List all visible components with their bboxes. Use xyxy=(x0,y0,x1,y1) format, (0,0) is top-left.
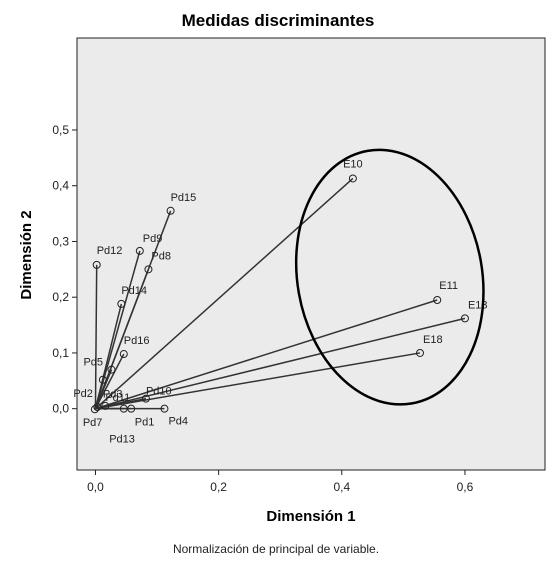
point-marker-pd3 xyxy=(98,375,107,384)
point-label-pd3: Pd3 xyxy=(103,389,123,401)
point-marker-pd15 xyxy=(166,206,175,215)
point-label-pd12: Pd12 xyxy=(97,245,123,257)
vector-line-e13 xyxy=(95,317,466,410)
x-axis-label: Dimensión 1 xyxy=(266,508,355,525)
highlight-ellipse xyxy=(294,148,485,406)
vector-line-pd16 xyxy=(94,353,125,410)
point-label-pd10: Pd10 xyxy=(146,386,172,398)
point-marker-pd4 xyxy=(160,404,169,413)
point-label-pd9: Pd9 xyxy=(143,233,163,245)
x-tick-label: 0,6 xyxy=(457,480,474,494)
x-tick-label: 0,0 xyxy=(87,480,104,494)
point-label-pd16: Pd16 xyxy=(124,335,150,347)
point-label-pd15: Pd15 xyxy=(171,192,197,204)
point-marker-pd9 xyxy=(135,246,144,255)
y-tick-label: 0,0 xyxy=(52,402,69,416)
point-label-pd14: Pd14 xyxy=(121,285,147,297)
point-label-pd4: Pd4 xyxy=(168,416,188,428)
point-label-pd5: Pd5 xyxy=(83,357,103,369)
point-label-pd11: Pd11 xyxy=(105,392,130,404)
point-label-pd2: Pd2 xyxy=(73,388,93,400)
y-tick-label: 0,2 xyxy=(52,290,69,304)
point-label-e11: E11 xyxy=(439,280,458,292)
point-marker-pd10 xyxy=(141,394,150,403)
point-label-pd13: Pd13 xyxy=(109,434,135,446)
plot-area xyxy=(76,37,546,471)
chart-caption: Normalización de principal de variable. xyxy=(173,542,379,556)
x-axis-ticks: 0,0 0,2 0,4 0,6 xyxy=(87,470,474,494)
point-label-e13: E13 xyxy=(468,299,488,311)
vector-line-e11 xyxy=(95,299,438,410)
point-labels: E10 E11 E13 E18 Pd15 Pd9 Pd8 Pd12 Pd14 Pd16 Pd5 Pd3… xyxy=(73,158,487,445)
y-axis-ticks: 0,0 0,1 0,2 0,3 0,4 0,5 xyxy=(52,123,77,416)
y-tick-label: 0,5 xyxy=(52,123,69,137)
point-marker-pd12 xyxy=(92,260,101,269)
point-marker-pd8 xyxy=(144,265,153,274)
point-marker-pd5 xyxy=(107,365,116,374)
x-tick-label: 0,4 xyxy=(333,480,350,494)
point-label-pd1: Pd1 xyxy=(135,417,155,429)
point-marker-e13 xyxy=(460,314,469,323)
point-label-e10: E10 xyxy=(343,158,363,170)
highlight-ellipse-shape xyxy=(294,148,485,406)
y-tick-label: 0,4 xyxy=(52,179,69,193)
point-markers xyxy=(90,174,469,414)
y-tick-label: 0,3 xyxy=(52,234,69,248)
vector-line-e10 xyxy=(94,177,354,410)
vector-line-pd12 xyxy=(94,264,98,409)
point-marker-e18 xyxy=(415,348,424,357)
point-label-pd8: Pd8 xyxy=(151,250,171,262)
x-tick-label: 0,2 xyxy=(210,480,227,494)
vector-line-pd5 xyxy=(94,369,113,409)
point-marker-pd7 xyxy=(90,405,99,414)
point-marker-pd16 xyxy=(119,350,128,359)
chart-title: Medidas discriminantes xyxy=(182,11,375,30)
point-marker-e11 xyxy=(433,295,442,304)
point-label-pd7: Pd7 xyxy=(83,417,103,429)
point-marker-e10 xyxy=(348,174,357,183)
point-marker-pd2 xyxy=(93,403,102,412)
point-marker-pd13 xyxy=(127,404,136,413)
point-label-e18: E18 xyxy=(423,334,443,346)
point-marker-pd14 xyxy=(117,299,126,308)
y-axis-label: Dimensión 2 xyxy=(18,210,35,299)
y-tick-label: 0,1 xyxy=(52,346,69,360)
point-marker-pd11 xyxy=(101,401,110,410)
